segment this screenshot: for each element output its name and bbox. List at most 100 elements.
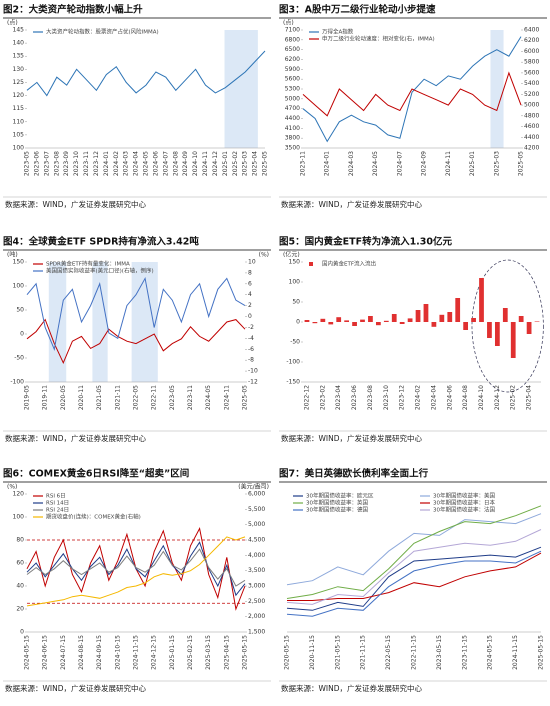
y2-tick-label: -2 [248,324,254,331]
chart-title: 图5：国内黄金ETF转为净流入1.30亿元 [279,236,453,248]
y-tick-label: -50 [290,339,300,346]
bar [415,310,421,322]
bar [455,298,461,322]
legend-label: 30年期国债收益率：德国 [306,506,368,514]
x-tick-label: 2022-05-15 [385,635,392,670]
y-axis-label: (点) [283,19,294,27]
y-tick-label: 80 [16,537,24,544]
y-tick-label: 100 [289,279,301,286]
series-line [26,548,246,587]
x-tick-label: 2024-01 [324,151,331,176]
y-axis-label: (点) [7,19,18,27]
x-tick-label: 2023-11 [300,151,307,176]
y2-tick-label: 3,500 [248,567,265,574]
y-tick-label: 150 [13,259,25,266]
bar [375,322,381,326]
y2-tick-label: 4800 [524,112,539,119]
bar [487,322,492,338]
x-tick-label: 2023-05-15 [436,635,443,670]
x-tick-label: 2025-02 [510,385,517,410]
y-tick-label: -100 [10,379,24,386]
x-tick-label: 2024-11 [202,151,209,176]
y-tick-label: 5300 [285,86,300,93]
y-tick-label: 4400 [285,115,300,122]
series-line [26,536,246,607]
source: 数据来源：WIND，广发证券发展研究中心 [281,199,423,209]
y2-tick-label: 4,000 [248,552,265,559]
x-tick-label: 2025-02 [232,151,239,176]
chart-title: 图6：COMEX黄金6日RSI降至“超卖”区间 [3,468,189,480]
x-tick-label: 2024-05-15 [487,635,494,670]
bar [352,322,357,326]
x-tick-label: 2023-12 [399,385,406,410]
series-line [26,318,246,365]
x-tick-label: 2024-11-15 [133,635,140,670]
x-tick-label: 2025-05 [262,151,269,176]
bar [320,318,326,322]
y2-tick-label: 5200 [524,91,539,98]
bar [344,320,350,322]
y-tick-label: 6800 [285,36,300,43]
bar [368,316,373,322]
chart-title: 图2：大类资产轮动指数小幅上升 [3,4,143,16]
x-tick-label: 2024-02 [415,385,422,410]
series-line [26,50,266,97]
legend-label: RSI 6日 [46,493,66,500]
y2-tick-label: 5,000 [248,521,265,528]
x-tick-label: 2024-10 [192,151,199,176]
y-tick-label: 100 [13,514,25,521]
y-axis-label: (吨) [7,251,18,259]
y-tick-label: 0 [20,629,24,636]
legend-label: 30年期国债收益率：欧元区 [306,492,374,500]
x-tick-label: 2022-11 [151,385,158,410]
bar [463,322,469,330]
y2-tick-label: 4400 [524,134,539,141]
series-line [286,505,542,599]
x-tick-label: 2025-04-15 [223,635,230,670]
y2-tick-label: 4200 [524,145,539,152]
y-tick-label: -50 [14,355,24,362]
y-tick-label: 6500 [285,46,300,53]
y2-tick-label: 5600 [524,69,539,76]
x-tick-label: 2023-02 [319,385,326,410]
x-tick-label: 2024-09 [182,151,189,176]
x-tick-label: 2023-06 [33,151,40,176]
legend-label: 30年期国债收益率：美国 [433,492,495,500]
y-tick-label: 115 [13,105,25,112]
x-tick-label: 2024-03 [348,151,355,176]
y2-tick-label: 2,500 [248,598,265,605]
y-tick-label: 4700 [285,105,300,112]
x-tick-label: 2025-05 [242,385,249,410]
y-tick-label: 5600 [285,76,300,83]
y-tick-label: 5900 [285,66,300,73]
x-tick-label: 2023-11 [187,385,194,410]
x-tick-label: 2024-09-15 [96,635,103,670]
y-tick-label: 100 [13,283,25,290]
bar [391,314,397,322]
bar [407,318,413,322]
y-tick-label: 130 [13,66,25,73]
y-tick-label: 3500 [285,145,300,152]
y2-tick-label: 4 [248,291,252,298]
x-tick-label: 2024-06 [446,385,453,410]
x-tick-label: 2024-08-15 [78,635,85,670]
bar [431,322,437,327]
series-line [286,529,542,605]
legend-label: SPDR黄金ETF持有量变化：IMMA [46,260,130,268]
x-tick-label: 2024-12 [494,385,501,410]
legend-label: 美国国债实际收益率(美元口径)(右轴，倒序) [46,267,154,275]
y2-tick-label: -6 [248,346,254,353]
x-tick-label: 2021-05 [96,385,103,410]
x-tick-label: 2025-04 [526,385,533,410]
y2-axis-label: (%) [259,252,269,259]
x-tick-label: 2024-05 [372,151,379,176]
bar [399,322,405,324]
x-tick-label: 2023-11 [83,151,90,176]
x-tick-label: 2024-05-15 [24,635,31,670]
y-tick-label: 125 [13,79,25,86]
y-tick-label: 110 [13,118,25,125]
x-tick-label: 2021-05-15 [334,635,341,670]
chart-title: 图4：全球黄金ETF SPDR持有净流入3.42吨 [3,236,199,248]
legend-label: 大类资产轮动指数：股票资产占优(风险IMMA) [46,28,159,36]
y2-tick-label: 2 [248,302,252,309]
